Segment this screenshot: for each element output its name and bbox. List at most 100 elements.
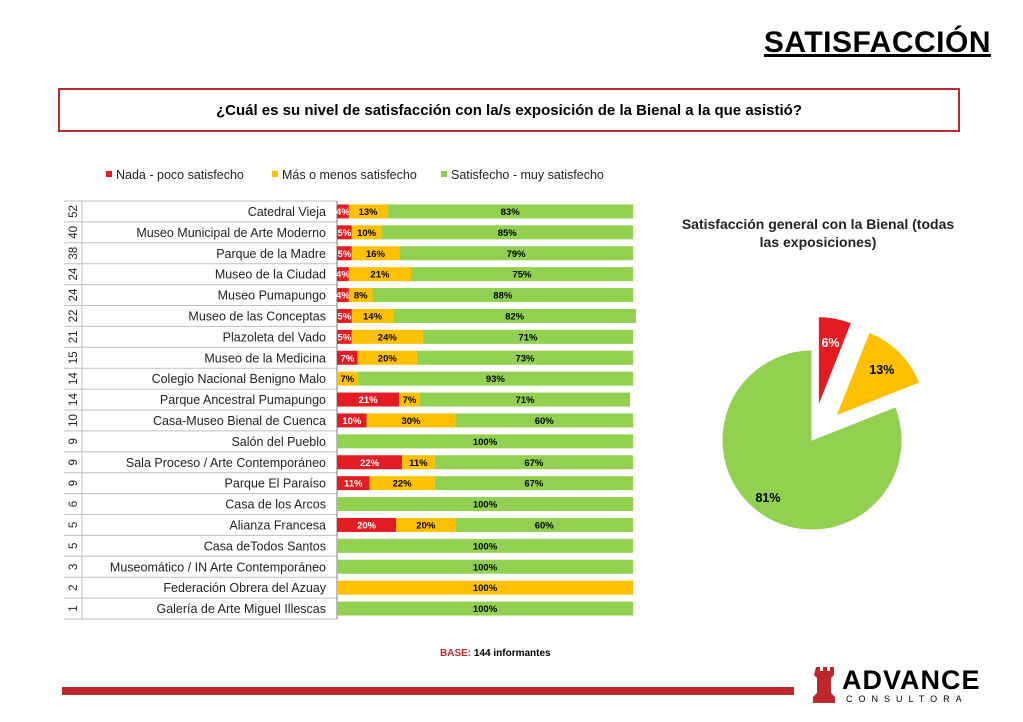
bar-segment bbox=[337, 371, 358, 386]
data-label: 7% bbox=[340, 374, 354, 385]
bar-segment bbox=[337, 455, 403, 470]
bar-segment bbox=[337, 517, 397, 532]
data-label: 8% bbox=[354, 291, 368, 302]
row-count: 9 bbox=[68, 459, 80, 465]
footer-red-line bbox=[62, 687, 794, 695]
category-label: Sala Proceso / Arte Contemporáneo bbox=[126, 456, 326, 470]
base-label: BASE: bbox=[440, 648, 472, 659]
pie-slice bbox=[835, 331, 921, 417]
bar-segment bbox=[351, 308, 394, 323]
data-label: 5% bbox=[338, 228, 352, 239]
question-text: ¿Cuál es su nivel de satisfacción con la… bbox=[215, 101, 803, 119]
bar-segment bbox=[393, 308, 636, 323]
data-label: 20% bbox=[357, 520, 377, 531]
pie-label: 13% bbox=[869, 363, 894, 377]
bar-segment bbox=[337, 580, 633, 595]
bar-segment bbox=[337, 267, 349, 282]
legend-swatch bbox=[441, 171, 447, 177]
pie-title-line1: Satisfacción general con la Bienal (toda… bbox=[682, 216, 955, 232]
question-box: ¿Cuál es su nivel de satisfacción con la… bbox=[58, 88, 960, 132]
bar-segment bbox=[348, 204, 388, 219]
category-label: Catedral Vieja bbox=[248, 205, 326, 219]
data-label: 4% bbox=[336, 207, 350, 218]
data-label: 5% bbox=[338, 311, 352, 322]
category-label: Casa deTodos Santos bbox=[204, 539, 326, 553]
data-label: 7% bbox=[403, 395, 417, 406]
data-label: 71% bbox=[515, 395, 535, 406]
data-label: 13% bbox=[359, 207, 379, 218]
pie-chart: Satisfacción general con la Bienal (toda… bbox=[682, 216, 955, 531]
logo-subtitle: CONSULTORA bbox=[846, 694, 968, 704]
legend-label: Nada - poco satisfecho bbox=[116, 168, 244, 182]
bar-segment bbox=[348, 288, 373, 303]
bar-segment bbox=[455, 413, 633, 428]
pie-slice bbox=[721, 349, 903, 531]
bar-segment bbox=[399, 392, 420, 407]
bar-segment bbox=[416, 350, 633, 365]
category-label: Parque Ancestral Pumapungo bbox=[160, 393, 326, 407]
bar-segment bbox=[337, 559, 633, 574]
row-count: 22 bbox=[68, 310, 80, 323]
bar-segment bbox=[348, 267, 411, 282]
data-label: 5% bbox=[338, 249, 352, 260]
data-label: 30% bbox=[401, 416, 421, 427]
data-label: 11% bbox=[344, 479, 363, 490]
base-note: BASE: 144 informantes bbox=[440, 648, 551, 659]
bar-segment bbox=[381, 225, 633, 240]
bar-segment bbox=[402, 455, 435, 470]
bar-segment bbox=[337, 329, 352, 344]
row-count: 24 bbox=[68, 288, 80, 301]
data-label: 4% bbox=[336, 270, 350, 281]
bar-segment bbox=[337, 538, 633, 553]
category-label: Museo de las Conceptas bbox=[188, 309, 326, 323]
data-label: 14% bbox=[363, 311, 383, 322]
bar-segment bbox=[351, 329, 423, 344]
bar-segment bbox=[337, 413, 367, 428]
data-label: 21% bbox=[359, 395, 379, 406]
bar-segment bbox=[337, 308, 352, 323]
data-label: 5% bbox=[338, 332, 352, 343]
category-label: Museo Municipal de Arte Moderno bbox=[136, 226, 326, 240]
bar-segment bbox=[337, 350, 358, 365]
data-label: 20% bbox=[416, 520, 436, 531]
bar-segment bbox=[372, 288, 633, 303]
data-label: 100% bbox=[473, 562, 498, 573]
row-count: 5 bbox=[68, 522, 80, 528]
data-label: 71% bbox=[518, 332, 538, 343]
data-label: 100% bbox=[473, 583, 498, 594]
category-label: Federación Obrera del Azuay bbox=[163, 581, 326, 595]
category-label: Plazoleta del Vado bbox=[223, 330, 326, 344]
legend-label: Satisfecho - muy satisfecho bbox=[451, 168, 604, 182]
bar-segment bbox=[357, 350, 417, 365]
page-title: SATISFACCIÓN bbox=[763, 26, 991, 59]
row-count: 52 bbox=[68, 205, 80, 218]
rook-icon bbox=[813, 667, 835, 703]
bar-segment bbox=[357, 371, 633, 386]
bar-segment bbox=[396, 517, 456, 532]
data-label: 82% bbox=[505, 311, 525, 322]
data-label: 88% bbox=[493, 291, 513, 302]
data-label: 100% bbox=[473, 604, 498, 615]
row-count: 6 bbox=[68, 501, 80, 507]
bar-segment bbox=[419, 392, 631, 407]
pie-slice bbox=[817, 316, 853, 407]
data-label: 100% bbox=[473, 500, 498, 511]
data-label: 16% bbox=[366, 249, 386, 260]
bar-segment bbox=[337, 392, 400, 407]
bar-segment bbox=[337, 434, 633, 449]
data-label: 22% bbox=[393, 479, 413, 490]
row-count: 2 bbox=[68, 584, 80, 590]
data-label: 60% bbox=[535, 520, 555, 531]
row-count: 9 bbox=[68, 438, 80, 444]
logo-name: ADVANCE bbox=[842, 665, 981, 695]
category-label: Galería de Arte Miguel Illescas bbox=[156, 602, 326, 616]
bar-segment bbox=[337, 476, 370, 491]
category-label: Casa-Museo Bienal de Cuenca bbox=[153, 414, 326, 428]
row-count: 1 bbox=[68, 605, 80, 611]
bar-segment bbox=[337, 204, 349, 219]
data-label: 11% bbox=[409, 458, 428, 469]
category-label: Museomático / IN Arte Contemporáneo bbox=[110, 560, 326, 574]
bar-segment bbox=[337, 497, 633, 512]
data-label: 85% bbox=[498, 228, 518, 239]
base-text: 144 informantes bbox=[471, 648, 551, 659]
